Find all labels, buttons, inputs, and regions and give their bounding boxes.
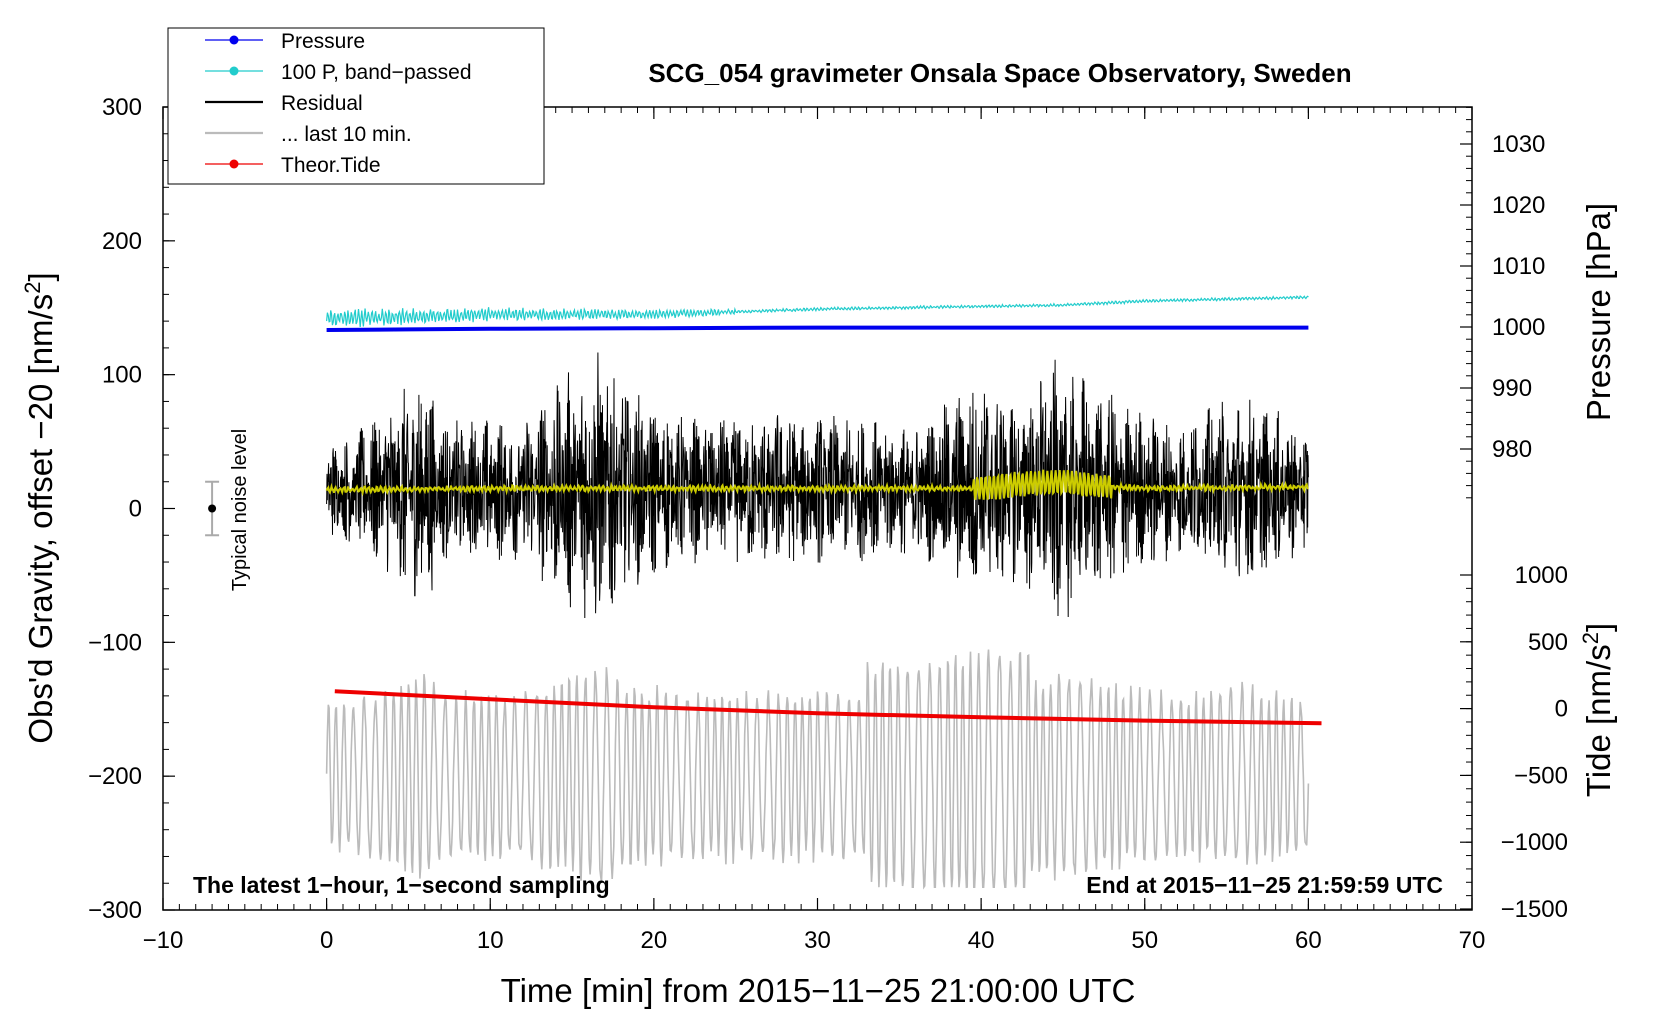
- y-tick-label: 200: [102, 228, 142, 255]
- y-axis-pressure-label: Pressure [hPa]: [1580, 203, 1617, 421]
- pressure-tick-label: 1000: [1492, 314, 1545, 341]
- series-theoretical-tide-line: [334, 689, 1322, 726]
- tide-tick-label: 1000: [1515, 562, 1568, 589]
- x-tick-label: 30: [804, 927, 831, 954]
- pressure-tick-label: 980: [1492, 436, 1532, 463]
- x-tick-label: 60: [1295, 927, 1322, 954]
- y-axis-tide-label: Tide [nm/s2]: [1578, 623, 1617, 797]
- series-layer: [325, 295, 1322, 890]
- legend: Pressure 100 P, band−passed Residual ... la…: [167, 27, 545, 185]
- y-tick-label: −300: [88, 897, 142, 924]
- tide-tick-label: −500: [1514, 762, 1568, 789]
- y-axis-tide: 1000 500 0 −500 −1000 −1500: [1460, 562, 1568, 923]
- y-tick-label: 300: [102, 94, 142, 121]
- chart-title: SCG_054 gravimeter Onsala Space Observat…: [648, 58, 1351, 88]
- legend-label: 100 P, band−passed: [281, 61, 472, 84]
- legend-marker: [229, 35, 239, 45]
- series-last-10-min-line: [325, 649, 1310, 890]
- legend-label: ... last 10 min.: [281, 123, 412, 146]
- y-axis-tide-label-sup: 2: [1578, 632, 1603, 644]
- y-axis-left-label: Obs'd Gravity, offset −20 [nm/s2]: [20, 272, 59, 743]
- note-sampling: The latest 1−hour, 1−second sampling: [193, 872, 610, 898]
- series-pressure-line: [326, 325, 1309, 332]
- series-band-passed-line: [326, 295, 1309, 327]
- tide-tick-label: 0: [1555, 696, 1568, 723]
- pressure-tick-label: 1010: [1492, 253, 1545, 280]
- legend-marker: [229, 66, 239, 76]
- series-residual-line: [326, 352, 1309, 619]
- x-axis-label: Time [min] from 2015−11−25 21:00:00 UTC: [501, 972, 1136, 1009]
- x-tick-label: 70: [1459, 927, 1486, 954]
- y-tick-label: 100: [102, 362, 142, 389]
- y-axis-left-label-end: ]: [22, 272, 59, 281]
- y-axis-left-label-sup: 2: [20, 282, 45, 294]
- y-tick-label: 0: [129, 496, 142, 523]
- tide-tick-label: −1500: [1501, 896, 1568, 923]
- y-tick-label: −200: [88, 763, 142, 790]
- x-tick-label: 50: [1131, 927, 1158, 954]
- pressure-tick-label: 1020: [1492, 192, 1545, 219]
- noise-bar-center: [208, 504, 217, 513]
- x-tick-label: −10: [143, 927, 184, 954]
- noise-indicator: Typical noise level: [205, 429, 251, 591]
- x-axis: −10 0 10 20 30 40 50 60 70: [143, 107, 1486, 954]
- legend-box: [167, 27, 545, 185]
- noise-label: Typical noise level: [229, 429, 251, 591]
- y-axis-pressure: 980 990 1000 1010 1020 1030: [1460, 106, 1545, 499]
- y-axis-tide-label-end: ]: [1580, 623, 1617, 632]
- pressure-tick-label: 990: [1492, 375, 1532, 402]
- legend-label: Theor.Tide: [281, 154, 381, 177]
- y-tick-label: −100: [88, 629, 142, 656]
- y-axis-left-label-text: Obs'd Gravity, offset −20 [nm/s: [22, 294, 59, 744]
- legend-label: Pressure: [281, 30, 365, 53]
- x-tick-label: 0: [320, 927, 333, 954]
- legend-marker: [229, 159, 239, 169]
- x-tick-label: 20: [641, 927, 668, 954]
- x-tick-label: 40: [968, 927, 995, 954]
- y-axis-tide-label-text: Tide [nm/s: [1580, 644, 1617, 797]
- legend-label: Residual: [281, 92, 363, 115]
- plot-area: [325, 295, 1322, 890]
- pressure-tick-label: 1030: [1492, 131, 1545, 158]
- note-end-time: End at 2015−11−25 21:59:59 UTC: [1086, 872, 1443, 898]
- y-axis-left: 300 200 100 0 −100 −200 −300: [88, 94, 175, 924]
- tide-tick-label: −1000: [1501, 829, 1568, 856]
- series-residual-smoothed-line: [325, 469, 1309, 500]
- tide-tick-label: 500: [1528, 629, 1568, 656]
- x-tick-label: 10: [477, 927, 504, 954]
